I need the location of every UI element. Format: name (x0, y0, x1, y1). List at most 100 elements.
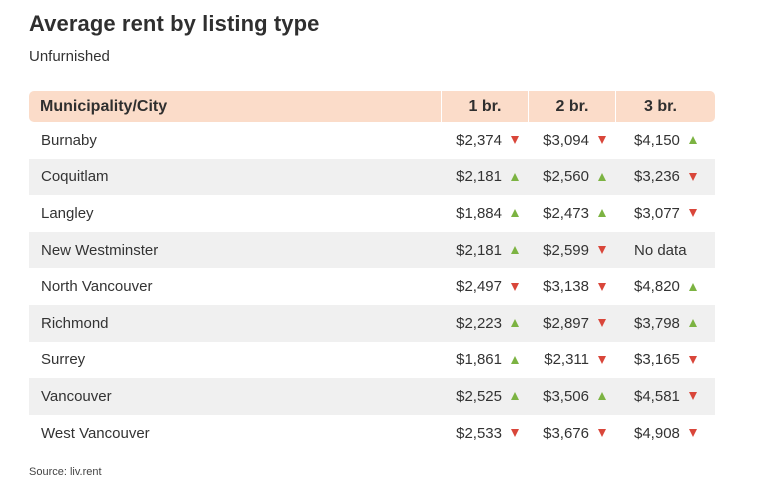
city-name: New Westminster (41, 241, 159, 259)
rent-value: $2,525 (456, 387, 502, 405)
city-name: West Vancouver (41, 424, 150, 442)
rent-value: $2,311 (544, 351, 589, 369)
rent-value: $3,138 (543, 278, 589, 296)
trend-up-icon (688, 136, 697, 145)
rent-value: $3,506 (543, 387, 589, 405)
table-row: Vancouver $2,525 $3,506 $4,581 (29, 378, 715, 415)
trend-up-icon (598, 392, 606, 401)
source-note: Source: liv.rent (29, 466, 102, 478)
rent-cell-1br: $2,374 (441, 132, 527, 149)
trend-up-icon (598, 172, 606, 181)
city-name: Richmond (41, 314, 109, 332)
trend-down-icon (598, 246, 606, 255)
rent-cell-3br: $4,820 (614, 278, 715, 295)
rent-cell-2br: $2,897 (527, 315, 614, 332)
rent-value: $3,077 (634, 204, 680, 222)
rent-cell-1br: $2,181 (441, 242, 527, 259)
rent-value: $4,581 (634, 387, 680, 405)
rent-value: $2,181 (456, 241, 502, 259)
rent-cell-2br: $3,138 (527, 278, 614, 295)
table-body: Burnaby $2,374 $3,094 $4,150 Coquitlam $2,181… (29, 122, 715, 451)
trend-down-icon (598, 319, 606, 328)
page-title: Average rent by listing type (29, 11, 320, 36)
rent-cell-2br: $2,560 (527, 168, 614, 185)
rent-cell-3br: $3,798 (614, 315, 715, 332)
rent-cell-3br: $3,236 (614, 168, 715, 185)
rent-value: $2,181 (456, 168, 502, 186)
trend-down-icon (598, 429, 606, 438)
rent-cell-1br: $2,525 (441, 388, 527, 405)
rent-value: $3,798 (634, 314, 680, 332)
rent-cell-3br: $3,077 (614, 205, 715, 222)
table-header: Municipality/City 1 br. 2 br. 3 br. (29, 91, 715, 122)
rent-value: $4,820 (634, 278, 680, 296)
rent-value: No data (634, 241, 687, 259)
trend-down-icon (511, 429, 519, 438)
rent-value: $3,165 (634, 351, 680, 369)
rent-value: $3,676 (543, 424, 589, 442)
trend-up-icon (688, 319, 697, 328)
city-name: Vancouver (41, 387, 112, 405)
rent-cell-2br: $3,506 (527, 388, 614, 405)
rent-cell-2br: $3,676 (527, 425, 614, 442)
rent-cell-2br: $2,599 (527, 242, 614, 259)
table-row: Richmond $2,223 $2,897 $3,798 (29, 304, 715, 342)
trend-down-icon (598, 136, 606, 145)
rent-cell-1br: $2,497 (441, 278, 527, 295)
rent-value: $2,599 (543, 241, 589, 259)
trend-down-icon (688, 172, 697, 181)
rent-cell-3br: No data (614, 242, 715, 259)
rent-value: $2,497 (456, 278, 502, 296)
table-row: Burnaby $2,374 $3,094 $4,150 (29, 122, 715, 159)
rent-cell-1br: $2,533 (441, 425, 527, 442)
rent-cell-3br: $4,908 (614, 425, 715, 442)
trend-down-icon (511, 282, 519, 291)
trend-down-icon (688, 429, 697, 438)
table-row: New Westminster $2,181 $2,599 No data (29, 231, 715, 269)
rent-value: $2,897 (543, 314, 589, 332)
trend-up-icon (511, 355, 519, 364)
rent-cell-1br: $2,223 (441, 315, 527, 332)
trend-down-icon (598, 282, 606, 291)
rent-cell-2br: $2,311 (527, 351, 614, 368)
rent-value: $4,150 (634, 131, 680, 149)
header-3br: 3 br. (644, 97, 677, 115)
trend-up-icon (511, 172, 519, 181)
city-name: Coquitlam (41, 168, 109, 186)
city-name: North Vancouver (41, 278, 153, 296)
rent-cell-1br: $1,861 (441, 351, 527, 368)
rent-value: $1,884 (456, 204, 502, 222)
trend-down-icon (688, 209, 697, 218)
trend-up-icon (511, 319, 519, 328)
trend-up-icon (511, 209, 519, 218)
trend-up-icon (688, 282, 697, 291)
rent-cell-1br: $2,181 (441, 168, 527, 185)
rent-value: $1,861 (456, 351, 502, 369)
city-name: Burnaby (41, 131, 97, 149)
page-subtitle: Unfurnished (29, 48, 110, 65)
header-divider (615, 91, 616, 122)
rent-value: $4,908 (634, 424, 680, 442)
table-row: North Vancouver $2,497 $3,138 $4,820 (29, 268, 715, 305)
rent-value: $2,533 (456, 424, 502, 442)
rent-cell-2br: $3,094 (527, 132, 614, 149)
rent-table: Municipality/City 1 br. 2 br. 3 br. Burn… (29, 91, 715, 451)
trend-up-icon (511, 246, 519, 255)
rent-value: $2,560 (543, 168, 589, 186)
header-2br: 2 br. (555, 97, 589, 115)
trend-up-icon (598, 209, 606, 218)
rent-value: $3,094 (543, 131, 589, 149)
header-municipality: Municipality/City (40, 97, 168, 115)
rent-cell-3br: $4,581 (614, 388, 715, 405)
header-divider (528, 91, 529, 122)
rent-cell-3br: $4,150 (614, 132, 715, 149)
rent-cell-3br: $3,165 (614, 351, 715, 368)
city-name: Langley (41, 204, 94, 222)
table-row: Langley $1,884 $2,473 $3,077 (29, 195, 715, 232)
rent-value: $3,236 (634, 168, 680, 186)
header-divider (441, 91, 442, 122)
trend-down-icon (688, 392, 697, 401)
trend-down-icon (688, 355, 697, 364)
header-1br: 1 br. (468, 97, 502, 115)
trend-down-icon (511, 136, 519, 145)
